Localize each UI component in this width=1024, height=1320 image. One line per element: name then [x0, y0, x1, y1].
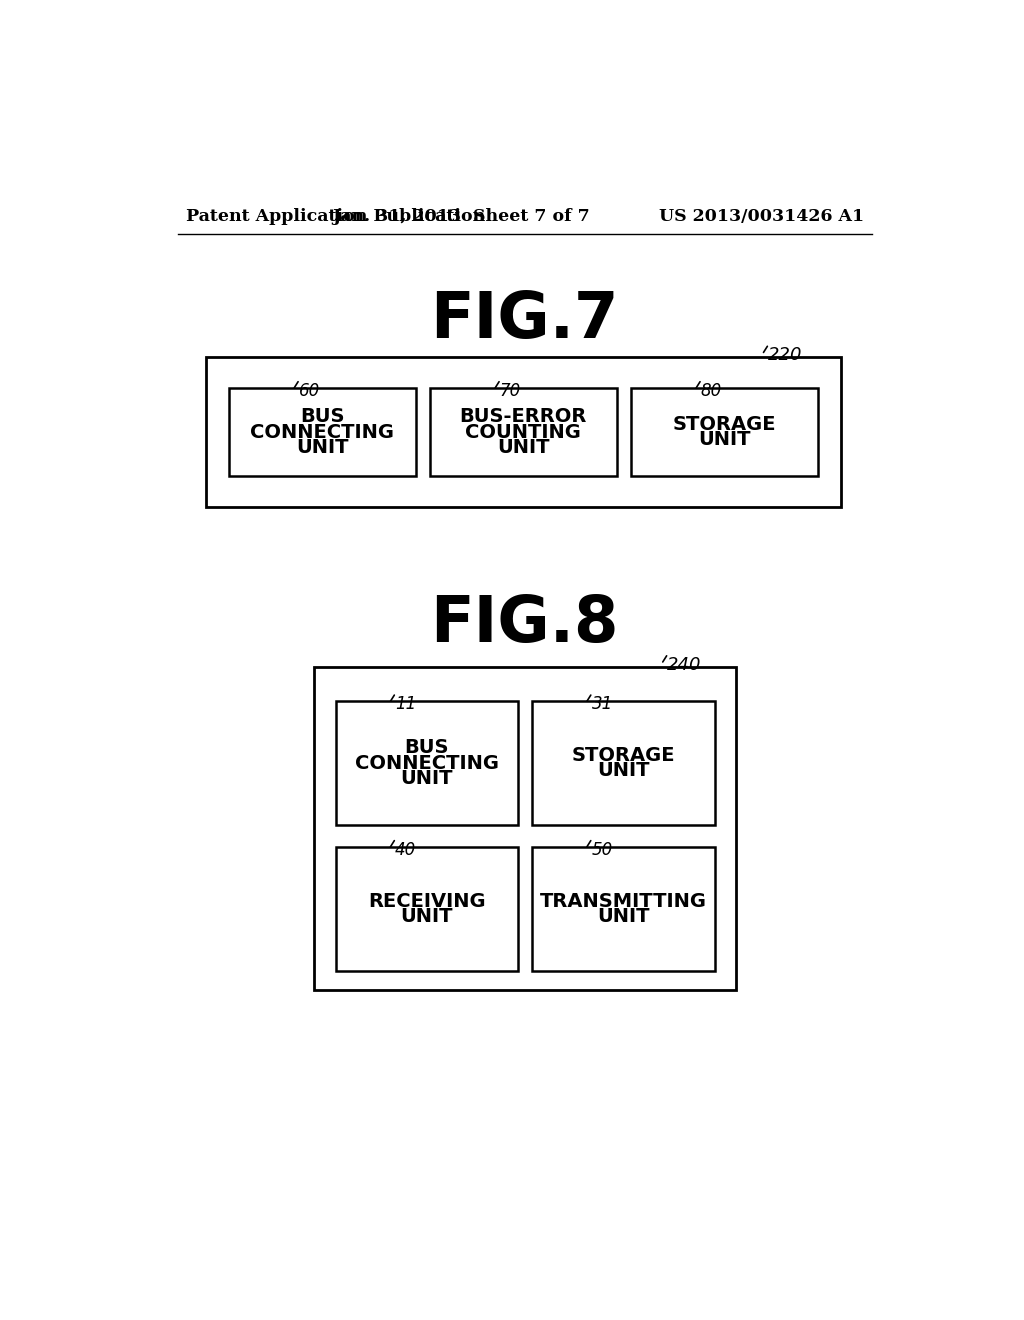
Text: US 2013/0031426 A1: US 2013/0031426 A1	[659, 207, 864, 224]
Text: 50: 50	[592, 841, 612, 858]
Text: FIG.8: FIG.8	[430, 593, 620, 655]
Text: UNIT: UNIT	[497, 438, 550, 457]
Text: STORAGE: STORAGE	[571, 746, 675, 766]
Text: 220: 220	[768, 346, 803, 364]
Text: FIG.7: FIG.7	[430, 289, 620, 351]
Text: CONNECTING: CONNECTING	[355, 754, 499, 772]
Bar	[430, 388, 616, 477]
Text: COUNTING: COUNTING	[465, 422, 582, 442]
Bar	[532, 847, 715, 970]
Text: 60: 60	[299, 381, 321, 400]
Text: 11: 11	[395, 696, 417, 713]
Text: TRANSMITTING: TRANSMITTING	[540, 891, 707, 911]
Text: 40: 40	[395, 841, 417, 858]
Bar	[314, 667, 736, 990]
Text: STORAGE: STORAGE	[673, 414, 776, 434]
Text: BUS: BUS	[404, 738, 450, 758]
Text: CONNECTING: CONNECTING	[250, 422, 394, 442]
Bar	[228, 388, 416, 477]
Text: UNIT: UNIT	[400, 907, 454, 925]
Bar	[532, 701, 715, 825]
Text: 240: 240	[668, 656, 701, 673]
Bar	[631, 388, 818, 477]
Text: UNIT: UNIT	[597, 907, 649, 925]
Text: Jan. 31, 2013  Sheet 7 of 7: Jan. 31, 2013 Sheet 7 of 7	[333, 207, 590, 224]
Text: Patent Application Publication: Patent Application Publication	[186, 207, 485, 224]
Text: UNIT: UNIT	[400, 770, 454, 788]
Bar	[336, 701, 518, 825]
Text: BUS: BUS	[300, 408, 344, 426]
Text: UNIT: UNIT	[296, 438, 348, 457]
Bar	[206, 358, 841, 507]
Text: 80: 80	[700, 381, 722, 400]
Text: UNIT: UNIT	[698, 430, 751, 449]
Text: UNIT: UNIT	[597, 762, 649, 780]
Bar	[336, 847, 518, 970]
Text: 31: 31	[592, 696, 612, 713]
Text: 70: 70	[500, 381, 521, 400]
Text: BUS-ERROR: BUS-ERROR	[460, 408, 587, 426]
Text: RECEIVING: RECEIVING	[369, 891, 485, 911]
